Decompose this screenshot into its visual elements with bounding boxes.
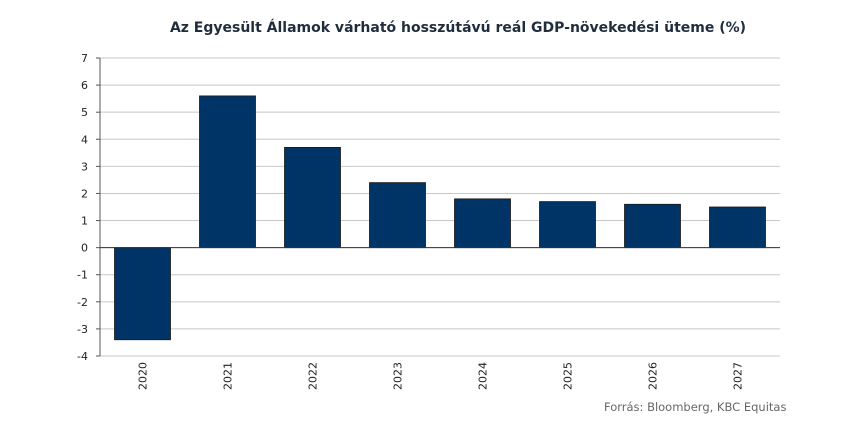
- gridlines: [100, 57, 780, 357]
- bar-2026: [624, 203, 681, 249]
- y-tick-label: 5: [81, 106, 88, 119]
- x-tick-label: 2020: [137, 362, 150, 390]
- y-tick-label: 1: [81, 215, 88, 228]
- bar-2027: [709, 206, 766, 249]
- axes: [96, 57, 780, 357]
- bar-2023: [369, 182, 426, 249]
- bar-2024: [454, 198, 511, 249]
- bar-2020: [114, 247, 171, 341]
- x-tick-labels: 2020 2021 2022 2023 2024 2025 2026 2027: [137, 362, 745, 390]
- y-tick-label: -3: [77, 323, 88, 336]
- bar-2021: [199, 95, 256, 249]
- y-tick-label: 4: [81, 133, 88, 146]
- x-tick-label: 2022: [307, 362, 320, 390]
- y-tick-label: 0: [81, 242, 88, 255]
- bar-2022: [284, 146, 341, 249]
- y-tick-label: -1: [77, 269, 88, 282]
- x-tick-label: 2027: [732, 362, 745, 390]
- bar-2025: [539, 201, 596, 249]
- x-tick-label: 2023: [392, 362, 405, 390]
- source-note: Forrás: Bloomberg, KBC Equitas: [604, 400, 787, 414]
- y-tick-label: -2: [77, 296, 88, 309]
- x-tick-label: 2021: [222, 362, 235, 390]
- bars: [114, 95, 766, 341]
- chart-title: Az Egyesült Államok várható hosszútávú r…: [169, 20, 747, 36]
- x-tick-label: 2026: [647, 362, 660, 390]
- y-tick-label: 2: [81, 187, 88, 200]
- y-tick-label: 7: [81, 52, 88, 65]
- y-tick-labels: -4 -3 -2 -1 0 1 2 3 4 5 6 7: [77, 52, 88, 363]
- y-tick-label: 6: [81, 79, 88, 92]
- y-tick-label: -4: [77, 350, 88, 363]
- x-tick-label: 2025: [562, 362, 575, 390]
- x-tick-label: 2024: [477, 362, 490, 390]
- y-tick-label: 3: [81, 160, 88, 173]
